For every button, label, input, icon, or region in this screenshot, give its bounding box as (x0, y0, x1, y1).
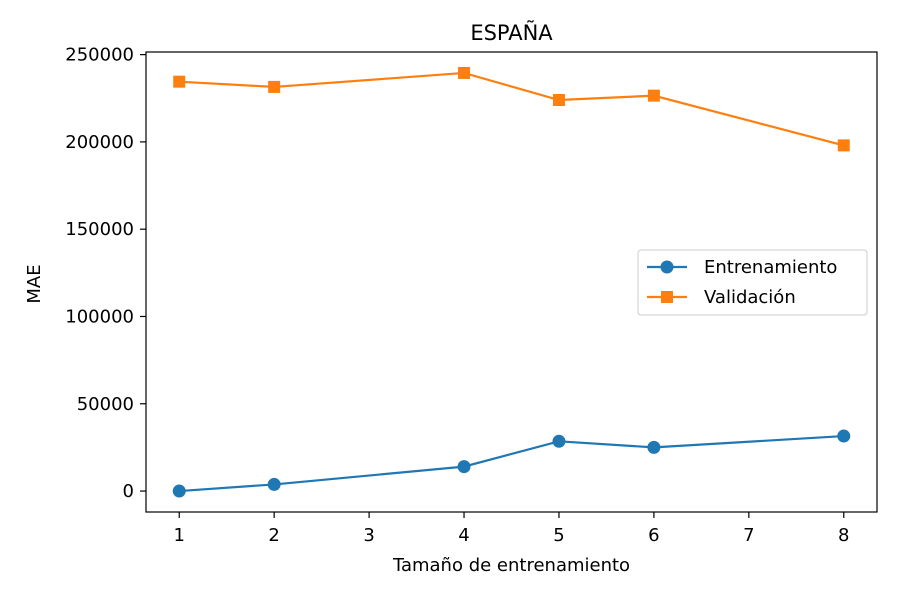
y-axis-title: MAE (24, 264, 45, 303)
x-tick-label: 2 (268, 525, 279, 546)
legend-box (637, 249, 868, 316)
series-1-point (837, 139, 850, 152)
legend-marker-1 (661, 291, 673, 303)
legend-marker-0 (660, 260, 674, 274)
x-tick-label: 4 (458, 525, 469, 546)
series-0-point (267, 477, 281, 491)
y-tick-label: 150000 (65, 219, 134, 240)
legend-label-1: Validación (704, 287, 796, 308)
series-1-point (458, 66, 471, 79)
y-tick-label: 200000 (65, 132, 134, 153)
series-1-point (647, 89, 660, 102)
x-axis-title: Tamaño de entrenamiento (392, 555, 630, 576)
x-tick-label: 7 (743, 525, 754, 546)
legend-label-0: Entrenamiento (704, 257, 837, 278)
series-0-point (647, 440, 661, 454)
series-0-point (837, 429, 851, 443)
series-line-0 (179, 434, 844, 493)
series-0-point (552, 434, 566, 448)
y-tick-label: 50000 (77, 394, 134, 415)
series-line-1 (179, 71, 845, 147)
series-1-point (268, 80, 281, 93)
y-tick-label: 250000 (65, 45, 134, 66)
series-0-point (172, 484, 186, 498)
series-0-point (457, 460, 471, 474)
chart-title: ESPAÑA (470, 19, 553, 45)
plot-frame (145, 51, 878, 513)
series-1-point (173, 75, 186, 88)
x-tick-label: 1 (174, 525, 185, 546)
y-tick-label: 100000 (65, 306, 134, 327)
series-1-point (552, 94, 565, 107)
x-tick-label: 3 (363, 525, 374, 546)
x-tick-label: 5 (553, 525, 564, 546)
x-tick-label: 8 (838, 525, 849, 546)
y-tick-label: 0 (123, 481, 134, 502)
x-tick-label: 6 (648, 525, 659, 546)
plot-layer: 1 2 3 4 5 6 7 8 0 50000 100000 150000 200000 250000 En… (65, 45, 878, 546)
